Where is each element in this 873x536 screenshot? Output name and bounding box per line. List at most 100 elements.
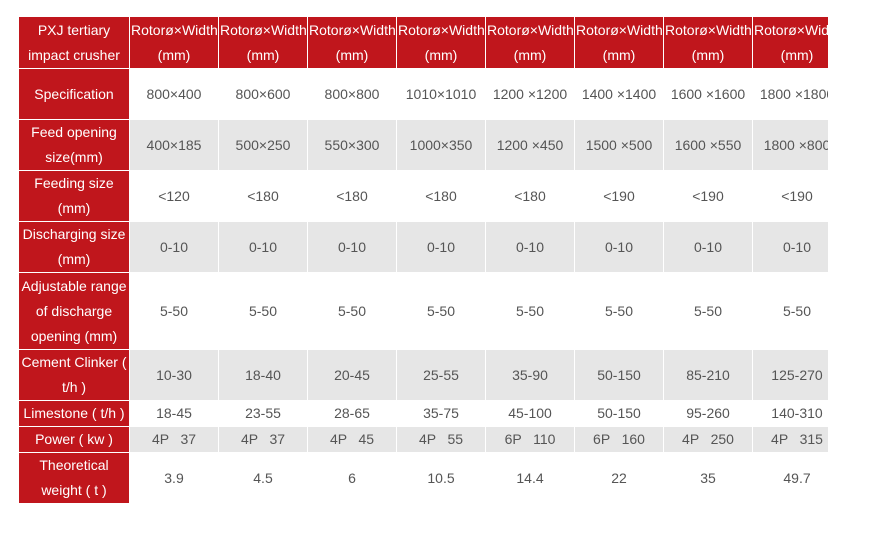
row-label: Limestone ( t/h ) [18,400,130,427]
table-cell: 5-50 [307,272,397,350]
table-cell: 5-50 [752,272,828,350]
table-cell: <180 [307,170,397,222]
table-cell: 95-260 [663,400,753,427]
table-cell: 4P 37 [218,426,308,453]
row-label: Theoretical weight ( t ) [18,452,130,504]
header-cell: Rotorø×Width (mm) [663,16,753,69]
table-cell: 45-100 [485,400,575,427]
table-row: Power ( kw ) 4P 37 4P 37 4P 45 4P 55 6P 110 6P… [18,426,828,453]
row-label: Feed opening size(mm) [18,119,130,171]
table-cell: 0-10 [574,221,664,273]
table-cell: 3.9 [129,452,219,504]
table-cell: <190 [663,170,753,222]
table-row: Specification 800×400 800×600 800×800 1010×1… [18,68,828,120]
table-cell: 1200 ×450 [485,119,575,171]
table-cell: 4P 45 [307,426,397,453]
header-cell: Rotorø×Width (mm) [485,16,575,69]
table-cell: 4P 250 [663,426,753,453]
row-label: Specification [18,68,130,120]
table-cell: 4P 55 [396,426,486,453]
table-cell: 1400 ×1400 [574,68,664,120]
table-cell: 20-45 [307,349,397,401]
table-cell: 5-50 [663,272,753,350]
table-cell: 5-50 [396,272,486,350]
header-cell: Rotorø×Width (mm) [574,16,664,69]
table-cell: 800×600 [218,68,308,120]
table-cell: <190 [752,170,828,222]
table-cell: 4.5 [218,452,308,504]
table-cell: 85-210 [663,349,753,401]
table-cell: 1600 ×1600 [663,68,753,120]
row-label: Feeding size (mm) [18,170,130,222]
table-cell: 140-310 [752,400,828,427]
table-cell: 4P 315 [752,426,828,453]
table-cell: 5-50 [129,272,219,350]
table-container: PXJ tertiary impact crusher Rotorø×Width … [18,16,828,504]
table-row: Theoretical weight ( t ) 3.9 4.5 6 10.5 14.4 2… [18,452,828,504]
table-cell: <120 [129,170,219,222]
table-cell: <180 [218,170,308,222]
table-row: PXJ tertiary impact crusher Rotorø×Width … [18,16,828,69]
header-cell: Rotorø×Width (mm) [752,16,828,69]
table-cell: 6P 160 [574,426,664,453]
row-label: Adjustable range of discharge opening (m… [18,272,130,350]
table-row: Feeding size (mm) <120 <180 <180 <180 <180 <19… [18,170,828,222]
table-cell: 1800 ×1800 [752,68,828,120]
table-cell: 5-50 [574,272,664,350]
table-cell: 35 [663,452,753,504]
table-cell: <190 [574,170,664,222]
table-cell: 35-90 [485,349,575,401]
header-cell: Rotorø×Width (mm) [129,16,219,69]
table-cell: 1200 ×1200 [485,68,575,120]
table-cell: 800×400 [129,68,219,120]
table-cell: 125-270 [752,349,828,401]
table-cell: 6 [307,452,397,504]
table-cell: 10-30 [129,349,219,401]
table-cell: 550×300 [307,119,397,171]
table-cell: 500×250 [218,119,308,171]
table-cell: 18-45 [129,400,219,427]
table-cell: 1600 ×550 [663,119,753,171]
table-cell: 25-55 [396,349,486,401]
table-cell: 6P 110 [485,426,575,453]
spec-table: PXJ tertiary impact crusher Rotorø×Width … [18,16,828,504]
table-cell: 400×185 [129,119,219,171]
header-cell: PXJ tertiary impact crusher [18,16,130,69]
table-row: Adjustable range of discharge opening (m… [18,272,828,350]
table-row: Limestone ( t/h ) 18-45 23-55 28-65 35-75 45-… [18,400,828,427]
row-label: Cement Clinker ( t/h ) [18,349,130,401]
table-cell: 14.4 [485,452,575,504]
table-cell: 0-10 [307,221,397,273]
table-cell: 1500 ×500 [574,119,664,171]
table-cell: 0-10 [129,221,219,273]
table-cell: <180 [396,170,486,222]
table-cell: 23-55 [218,400,308,427]
table-cell: 800×800 [307,68,397,120]
table-cell: 50-150 [574,349,664,401]
table-cell: 22 [574,452,664,504]
table-cell: 0-10 [663,221,753,273]
table-cell: 1000×350 [396,119,486,171]
table-cell: 0-10 [218,221,308,273]
table-body: PXJ tertiary impact crusher Rotorø×Width … [18,16,828,504]
table-cell: 0-10 [485,221,575,273]
table-cell: 18-40 [218,349,308,401]
header-cell: Rotorø×Width (mm) [218,16,308,69]
table-cell: 28-65 [307,400,397,427]
table-cell: 5-50 [218,272,308,350]
table-cell: 49.7 [752,452,828,504]
header-cell: Rotorø×Width (mm) [396,16,486,69]
table-cell: 4P 37 [129,426,219,453]
row-label: Power ( kw ) [18,426,130,453]
table-row: Cement Clinker ( t/h ) 10-30 18-40 20-45 25-… [18,349,828,401]
row-label: Discharging size (mm) [18,221,130,273]
table-cell: <180 [485,170,575,222]
table-cell: 0-10 [752,221,828,273]
table-cell: 5-50 [485,272,575,350]
table-cell: 1800 ×800 [752,119,828,171]
table-cell: 35-75 [396,400,486,427]
table-row: Feed opening size(mm) 400×185 500×250 550×3… [18,119,828,171]
table-row: Discharging size (mm) 0-10 0-10 0-10 0-10 0-1… [18,221,828,273]
header-cell: Rotorø×Width (mm) [307,16,397,69]
